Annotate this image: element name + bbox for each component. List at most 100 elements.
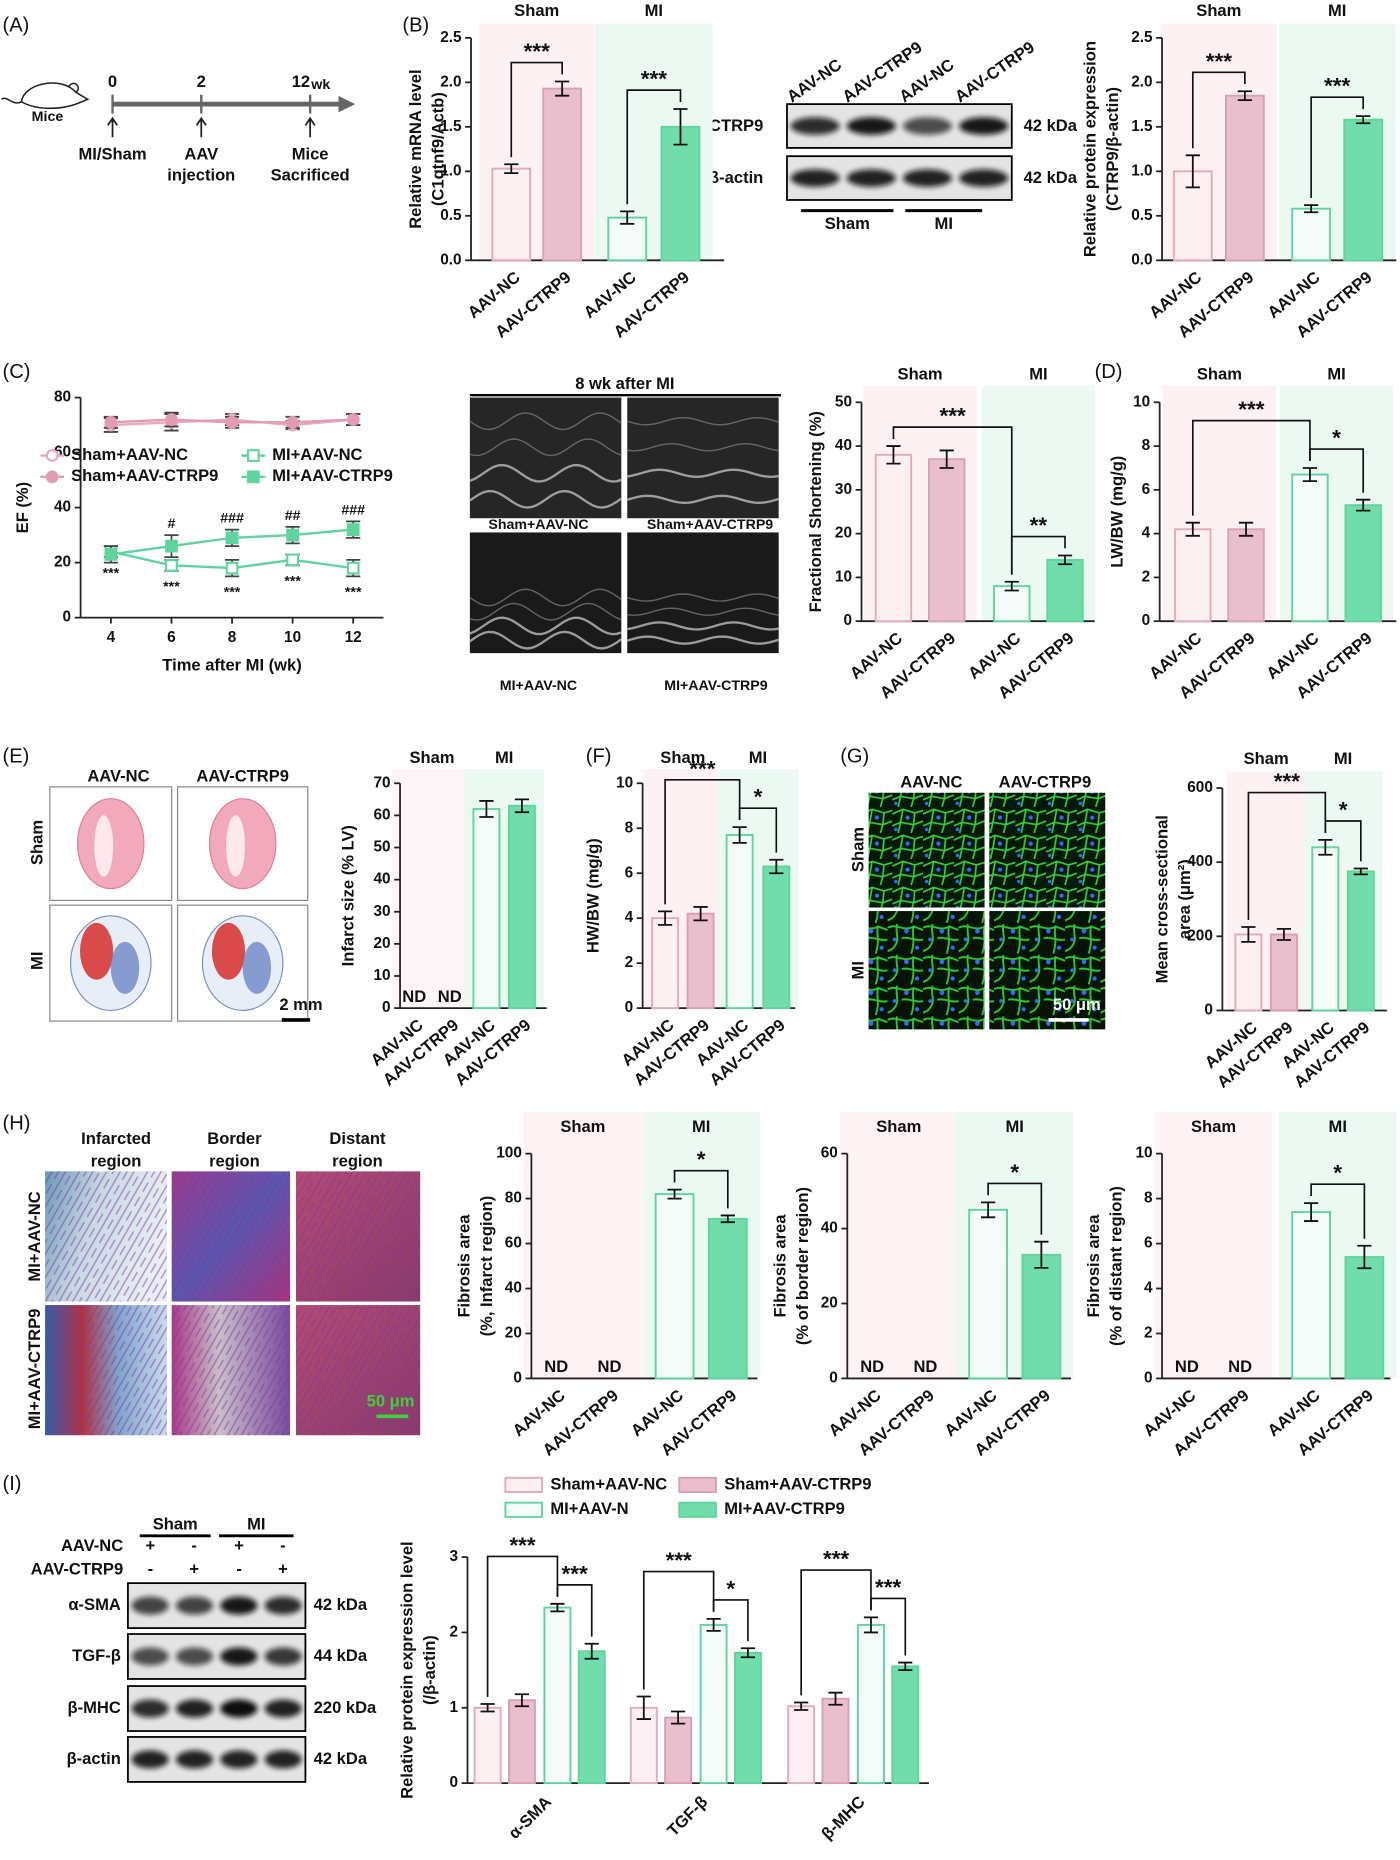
group-label: Sham: [660, 748, 705, 767]
error-bar: [1356, 498, 1371, 512]
error-bar: [898, 1661, 913, 1671]
blot-band: [846, 169, 896, 187]
error-bar: [480, 1703, 495, 1713]
event-label: Mice: [292, 144, 329, 163]
y-tick-label: 20: [821, 1295, 838, 1312]
row-label: MI: [849, 961, 868, 979]
condition-sign: +: [189, 1559, 199, 1578]
error-bar: [939, 449, 954, 469]
y-tick-label: 400: [1187, 853, 1213, 870]
y-axis-label: (/β-actin): [420, 1635, 439, 1705]
bar: [507, 804, 536, 1010]
echo-trace: [627, 593, 779, 602]
group-label: MI: [247, 1515, 265, 1534]
echo-label: Sham+AAV-CTRP9: [647, 517, 773, 533]
error-bar: [1304, 204, 1319, 214]
y-axis-label: (CTRP9/β-actin): [1103, 87, 1122, 211]
group-label: MI: [1328, 1, 1346, 20]
significance-label: *: [1010, 1160, 1019, 1185]
y-tick-label: 0: [1144, 1369, 1153, 1386]
y-tick-label: 0: [1204, 1002, 1213, 1019]
blot-band: [175, 1647, 214, 1666]
error-bar: [550, 1602, 565, 1613]
y-axis-label: Relative protein expression level: [398, 1541, 417, 1799]
y-axis-label: (% of distant region): [1106, 1186, 1125, 1346]
stain-image: [989, 792, 1106, 908]
size-label: 42 kDa: [314, 1749, 368, 1768]
y-tick-label: 50: [835, 393, 852, 410]
echo-label: MI+AAV-NC: [500, 678, 577, 694]
bar: [1021, 1253, 1062, 1380]
echo-trace: [469, 616, 622, 636]
masson-texture: [295, 1305, 421, 1436]
masson-texture: [171, 1305, 291, 1436]
bar: [733, 1651, 762, 1785]
y-tick-label: 0.5: [440, 207, 462, 224]
marker: [45, 449, 59, 462]
x-tick-label: 10: [284, 629, 301, 646]
bar: [1234, 933, 1263, 1012]
bar: [1291, 1211, 1332, 1380]
significance-label: *: [726, 1576, 735, 1601]
size-label: 44 kDa: [314, 1646, 368, 1665]
error-bar: [1356, 115, 1371, 125]
y-tick-label: 8: [625, 819, 634, 836]
bar: [821, 1697, 850, 1785]
mouse-icon: [0, 82, 90, 110]
error-bar: [1353, 867, 1368, 876]
point-label: ***: [103, 565, 120, 581]
y-tick-label: 2.0: [1131, 73, 1152, 90]
heart-blue: [110, 941, 140, 994]
x-tick-label: α-SMA: [505, 1792, 556, 1843]
column-label: AAV-CTRP9: [196, 767, 289, 786]
marker: [286, 415, 300, 429]
blot-band: [131, 1699, 169, 1718]
bar: [651, 917, 680, 1010]
bar: [699, 1623, 728, 1785]
echo-trace: [626, 494, 780, 505]
condition-sign: +: [146, 1536, 156, 1555]
column-label: Infarcted: [81, 1129, 151, 1148]
blot-band: [959, 169, 1009, 187]
y-tick-label: 0: [829, 1369, 838, 1386]
value-label: ND: [860, 1357, 884, 1376]
row-label: Sham: [849, 827, 868, 872]
group-label: Sham: [153, 1515, 198, 1534]
y-tick-label: 20: [54, 554, 71, 571]
x-tick-label: TGF-β: [663, 1792, 711, 1840]
protein-label: β-MHC: [68, 1698, 121, 1717]
x-tick-label: 6: [167, 629, 176, 646]
blot-band: [264, 1596, 302, 1615]
blot-band: [902, 169, 953, 187]
significance-label: *: [1339, 797, 1348, 822]
event-label: MI/Sham: [79, 144, 147, 163]
condition-sign: -: [148, 1559, 154, 1578]
error-bar: [667, 1188, 682, 1200]
condition-sign: +: [234, 1536, 244, 1555]
error-bar: [1004, 580, 1019, 592]
error-bar: [584, 1642, 599, 1660]
legend-label: Sham+AAV-CTRP9: [71, 466, 218, 485]
echo-trace: [469, 412, 622, 431]
significance-label: **: [1030, 513, 1048, 538]
event-arrow: [107, 116, 119, 138]
column-label: Border: [207, 1129, 262, 1148]
y-tick-label: 0.5: [1131, 207, 1153, 224]
column-label: AAV-NC: [87, 767, 149, 786]
y-tick-label: 70: [373, 774, 390, 791]
marker: [45, 470, 59, 484]
panel-label: (D): [1095, 361, 1123, 383]
echo-trace: [627, 416, 779, 426]
blot-band: [790, 117, 840, 135]
bar: [654, 1193, 695, 1380]
error-bar: [706, 1617, 721, 1632]
error-bar: [671, 1710, 686, 1725]
error-bar: [732, 826, 747, 844]
protein-label: TGF-β: [72, 1646, 121, 1665]
marker: [225, 415, 239, 429]
protein-label: β-actin: [709, 168, 763, 187]
y-tick-label: 10: [1133, 393, 1150, 410]
event-arrow: [304, 116, 316, 138]
legend-swatch: [504, 1501, 543, 1518]
